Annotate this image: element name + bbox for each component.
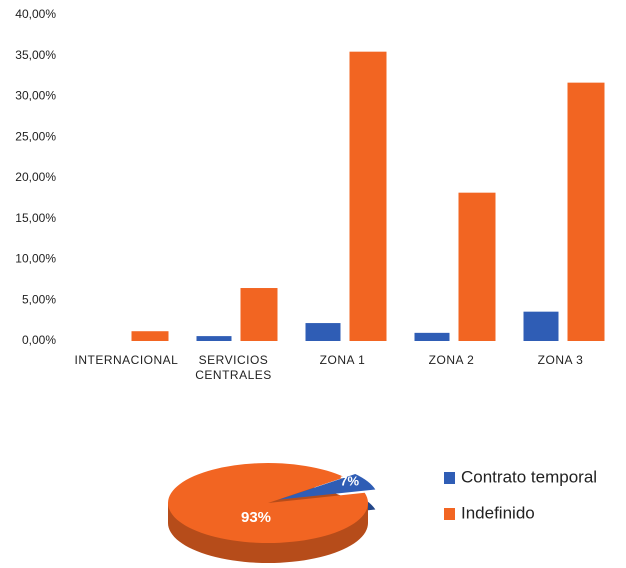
bar <box>567 82 605 342</box>
x-tick-label: SERVICIOS CENTRALES <box>195 353 272 382</box>
pie-value-label: 93% <box>241 509 271 526</box>
y-tick-label: 30,00% <box>15 89 56 103</box>
bar <box>196 336 232 341</box>
legend-label: Indefinido <box>461 503 535 522</box>
y-tick-label: 5,00% <box>22 292 56 306</box>
y-tick-label: 20,00% <box>15 170 56 184</box>
y-tick-label: 15,00% <box>15 211 56 225</box>
bar <box>240 288 278 341</box>
pie-value-label: 7% <box>340 473 359 488</box>
y-tick-label: 40,00% <box>15 7 56 21</box>
bar <box>349 51 387 342</box>
y-tick-label: 35,00% <box>15 48 56 62</box>
bar <box>305 323 341 341</box>
x-tick-label: INTERNACIONAL <box>74 353 179 367</box>
y-tick-label: 25,00% <box>15 129 56 143</box>
x-tick-label: ZONA 3 <box>537 353 584 367</box>
y-tick-label: 0,00% <box>22 333 56 347</box>
legend-swatch <box>444 508 455 520</box>
legend-swatch <box>444 472 455 484</box>
pie-slice <box>278 473 376 500</box>
bar <box>414 332 450 341</box>
y-tick-label: 10,00% <box>15 252 56 266</box>
bar <box>458 192 496 341</box>
bar <box>523 311 559 341</box>
x-tick-label: ZONA 2 <box>428 353 475 367</box>
bar <box>131 331 169 341</box>
pie-slice <box>168 463 368 543</box>
legend-label: Contrato temporal <box>461 467 597 486</box>
x-tick-label: ZONA 1 <box>319 353 366 367</box>
